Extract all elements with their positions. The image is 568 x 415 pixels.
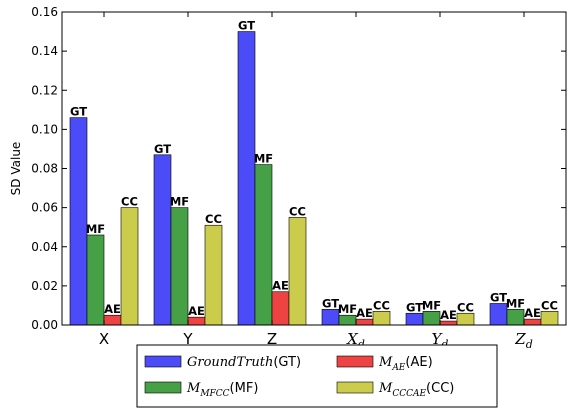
data-label-mf: MF <box>422 298 441 312</box>
x-tick-label: X <box>99 330 109 348</box>
legend-swatch-gt <box>144 355 182 368</box>
data-label-cc: CC <box>373 298 390 312</box>
legend-math-sub: CCCAE <box>392 389 426 399</box>
bar-cc <box>456 312 475 326</box>
plot-frame <box>61 11 567 326</box>
bar-gt <box>489 303 508 326</box>
legend-entry-gt: GroundTruth(GT) <box>187 355 301 370</box>
y-tick-label: 0.14 <box>31 44 58 58</box>
x-tick-label-main: X <box>346 330 359 348</box>
data-label-gt: GT <box>70 105 87 119</box>
x-tick-label-main: X <box>99 330 109 348</box>
data-label-cc: CC <box>121 195 138 209</box>
data-label-cc: CC <box>289 204 306 218</box>
bar-mf <box>506 309 525 326</box>
y-tick-label: 0.06 <box>31 201 58 215</box>
data-label-mf: MF <box>254 152 273 166</box>
bar-cc <box>120 207 139 326</box>
data-label-ae: AE <box>524 306 541 320</box>
bar-mf <box>86 234 105 326</box>
bar-mf <box>170 207 189 326</box>
x-tick-label-main: Y <box>432 330 444 348</box>
y-tick-label: 0.12 <box>31 83 58 97</box>
data-label-mf: MF <box>338 302 357 316</box>
legend-box <box>136 344 498 408</box>
legend-math-main: M <box>186 381 201 396</box>
legend-suffix: (CC) <box>426 381 454 396</box>
bar-cc <box>288 217 307 326</box>
y-tick-label: 0.10 <box>31 122 58 136</box>
bar-ae <box>187 316 206 326</box>
bar-gt <box>237 31 256 326</box>
legend-entry-cc: MCCCAE(CC) <box>378 381 454 399</box>
bar-mf <box>338 314 357 326</box>
legend-swatch-mf <box>144 381 182 394</box>
legend-suffix: (AE) <box>405 355 432 370</box>
bar-ae <box>271 291 290 326</box>
x-tick-label-main: Y <box>182 330 193 348</box>
legend-math-sub: MFCC <box>199 389 229 399</box>
data-label-ae: AE <box>272 279 289 293</box>
data-label-ae: AE <box>188 304 205 318</box>
data-label-ae: AE <box>440 308 457 322</box>
data-label-gt: GT <box>238 19 255 33</box>
bar-cc <box>372 311 391 326</box>
bar-ae <box>103 314 122 326</box>
legend-math-main: M <box>378 355 393 370</box>
y-tick-label: 0.04 <box>31 240 58 254</box>
y-tick-label: 0.00 <box>31 318 58 332</box>
y-tick-label: 0.08 <box>31 162 58 176</box>
bar-mf <box>422 311 441 326</box>
bar-gt <box>69 117 88 326</box>
data-label-gt: GT <box>490 290 507 304</box>
data-label-ae: AE <box>356 306 373 320</box>
data-label-mf: MF <box>86 222 105 236</box>
x-tick-label-main: Z <box>514 330 526 348</box>
legend-suffix: (MF) <box>230 381 259 396</box>
bar-mf <box>254 164 273 326</box>
data-label-cc: CC <box>457 300 474 314</box>
data-label-cc: CC <box>205 212 222 226</box>
x-tick-label: Zd <box>514 330 532 351</box>
legend-math-sub: AE <box>391 363 405 373</box>
data-label-gt: GT <box>322 296 339 310</box>
bar-gt <box>405 312 424 326</box>
legend-entry-ae: MAE(AE) <box>378 355 433 373</box>
legend-suffix: (GT) <box>273 355 301 370</box>
y-tick-label: 0.16 <box>31 5 58 19</box>
bar-gt <box>153 154 172 326</box>
data-label-mf: MF <box>170 195 189 209</box>
x-tick-label-main: Z <box>267 330 277 348</box>
bar-gt <box>321 309 340 326</box>
legend-swatch-ae <box>336 355 374 368</box>
bar-cc <box>204 224 223 326</box>
legend-swatch-cc <box>336 381 374 394</box>
y-tick-label: 0.02 <box>31 279 58 293</box>
data-label-cc: CC <box>541 298 558 312</box>
x-tick-label: Z <box>267 330 277 348</box>
data-label-gt: GT <box>154 142 171 156</box>
legend-math-main: M <box>378 381 393 396</box>
legend-math-main: GroundTruth <box>187 355 273 370</box>
x-tick-label-sub: d <box>526 338 533 351</box>
data-label-mf: MF <box>506 296 525 310</box>
legend-entry-mf: MMFCC(MF) <box>186 381 258 399</box>
x-tick-label: Y <box>182 330 193 348</box>
y-axis-label: SD Value <box>9 142 23 196</box>
bar-cc <box>540 311 559 326</box>
data-label-ae: AE <box>104 302 121 316</box>
data-label-gt: GT <box>406 300 423 314</box>
